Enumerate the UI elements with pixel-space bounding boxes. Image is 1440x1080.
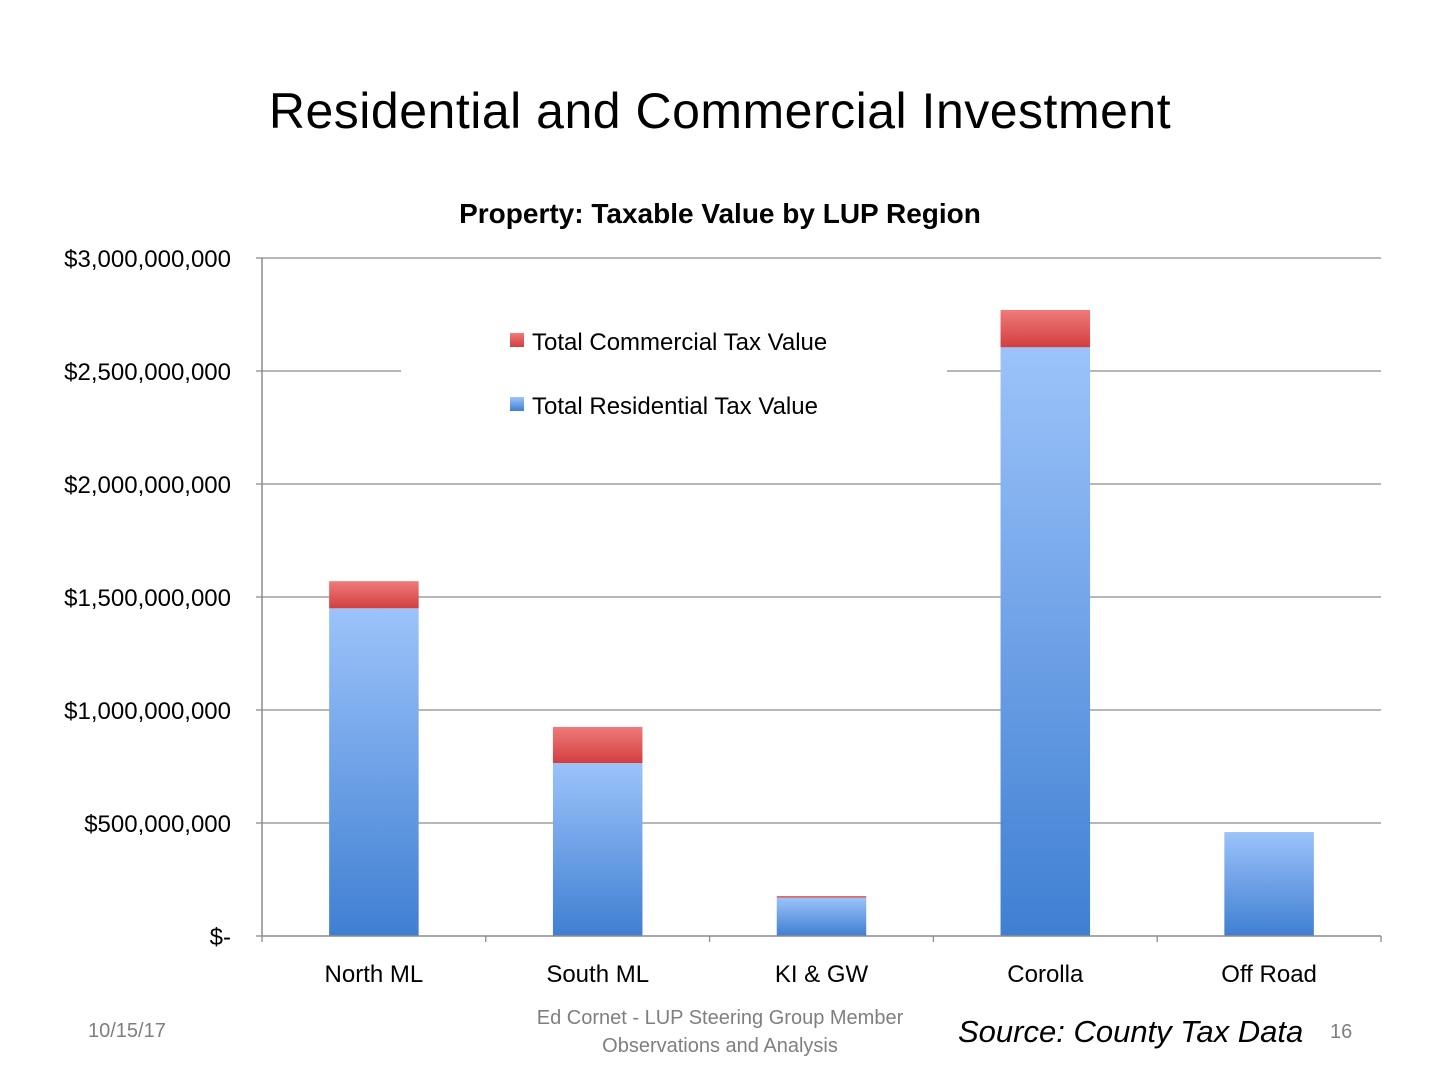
y-tick-label: $1,500,000,000 — [64, 585, 231, 612]
legend-label-commercial: Total Commercial Tax Value — [532, 329, 827, 356]
bar-residential — [1000, 347, 1091, 936]
y-tick-label: $3,000,000,000 — [64, 246, 231, 273]
chart-title: Property: Taxable Value by LUP Region — [459, 198, 981, 229]
bar-residential — [1224, 832, 1314, 936]
legend-swatch-commercial — [510, 333, 524, 347]
footer-author: Ed Cornet - LUP Steering Group Member Ob… — [500, 1004, 940, 1060]
x-tick-label: Corolla — [1007, 961, 1084, 988]
x-tick-label: North ML — [325, 961, 424, 988]
bar-commercial — [776, 895, 867, 898]
bar-residential — [552, 763, 643, 936]
x-tick-label: South ML — [546, 961, 649, 988]
page-number: 16 — [1330, 1021, 1353, 1043]
bar-commercial — [329, 581, 419, 609]
footer-source: Source: County Tax Data — [958, 1014, 1304, 1049]
footer-author-line1: Ed Cornet - LUP Steering Group Member — [536, 1007, 904, 1029]
bar-residential — [329, 608, 419, 936]
y-tick-label: $2,500,000,000 — [64, 359, 231, 386]
legend: Total Commercial Tax Value Total Resident… — [510, 329, 827, 420]
y-tick-label: $- — [210, 924, 231, 951]
footer-date: 10/15/17 — [88, 1020, 166, 1042]
bar-commercial — [1000, 309, 1091, 348]
y-tick-label: $500,000,000 — [84, 811, 231, 838]
bar-residential — [776, 897, 867, 936]
y-tick-label: $1,000,000,000 — [64, 698, 231, 725]
footer-author-line2: Observations and Analysis — [602, 1035, 838, 1057]
legend-swatch-residential — [510, 397, 524, 411]
x-tick-label: KI & GW — [775, 961, 869, 988]
y-tick-label: $2,000,000,000 — [64, 472, 231, 499]
x-tick-label: Off Road — [1221, 961, 1317, 988]
bar-commercial — [552, 726, 643, 764]
legend-label-residential: Total Residential Tax Value — [532, 393, 818, 420]
slide-title: Residential and Commercial Investment — [268, 83, 1172, 139]
